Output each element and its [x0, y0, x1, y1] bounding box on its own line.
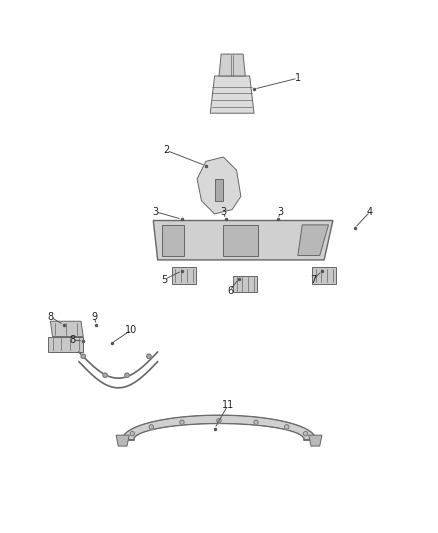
Text: 4: 4 [367, 207, 373, 217]
Text: 3: 3 [220, 207, 226, 217]
Text: 3: 3 [277, 207, 283, 217]
Circle shape [149, 425, 153, 429]
Polygon shape [50, 321, 83, 336]
Circle shape [147, 354, 151, 359]
Polygon shape [215, 179, 223, 201]
Polygon shape [223, 225, 258, 255]
Text: 8: 8 [69, 335, 75, 345]
Text: 7: 7 [310, 274, 316, 285]
Polygon shape [48, 336, 83, 352]
Text: 1: 1 [295, 73, 301, 83]
Text: 6: 6 [227, 286, 233, 296]
Circle shape [103, 373, 107, 377]
Polygon shape [153, 221, 333, 260]
Polygon shape [210, 76, 254, 113]
Circle shape [217, 418, 221, 423]
Circle shape [180, 420, 184, 424]
Circle shape [285, 425, 289, 429]
Polygon shape [197, 157, 241, 214]
Polygon shape [312, 267, 336, 284]
Polygon shape [116, 435, 129, 446]
Text: 8: 8 [47, 312, 53, 322]
Circle shape [254, 420, 258, 424]
Polygon shape [233, 276, 257, 292]
Circle shape [81, 354, 85, 359]
Polygon shape [219, 54, 245, 76]
Polygon shape [309, 435, 322, 446]
Circle shape [125, 373, 129, 377]
Text: 10: 10 [125, 325, 138, 335]
Text: 11: 11 [222, 400, 234, 410]
Text: 2: 2 [163, 146, 170, 156]
Circle shape [304, 432, 308, 436]
Text: 5: 5 [161, 274, 167, 285]
Polygon shape [123, 415, 315, 440]
Text: 3: 3 [152, 207, 159, 217]
Polygon shape [172, 267, 196, 284]
Polygon shape [298, 225, 328, 255]
Text: 9: 9 [91, 312, 97, 322]
Polygon shape [162, 225, 184, 255]
Circle shape [130, 432, 134, 436]
